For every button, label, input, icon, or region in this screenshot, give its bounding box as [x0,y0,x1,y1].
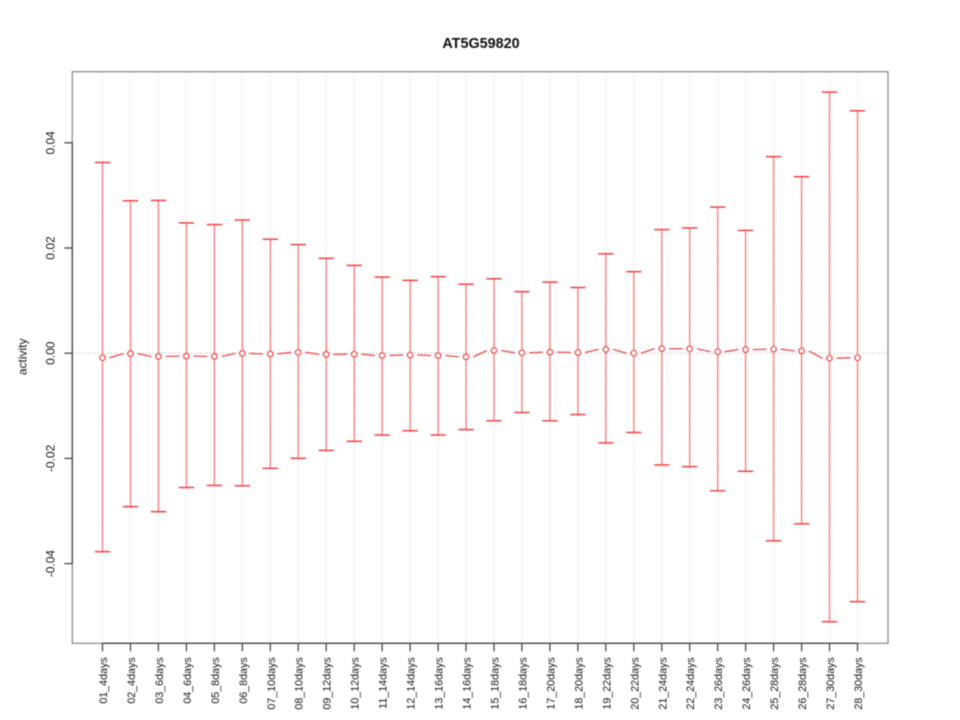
svg-text:28_30days: 28_30days [853,657,865,709]
svg-text:02_4days: 02_4days [126,657,138,703]
svg-text:0.02: 0.02 [44,236,58,260]
svg-text:26_28days: 26_28days [797,657,809,709]
svg-text:AT5G59820: AT5G59820 [442,36,519,52]
svg-text:10_12days: 10_12days [350,657,362,709]
svg-text:12_14days: 12_14days [406,657,418,709]
svg-text:25_28days: 25_28days [769,657,781,709]
svg-text:27_30days: 27_30days [825,657,837,709]
svg-text:08_10days: 08_10days [294,657,306,709]
svg-text:16_18days: 16_18days [517,657,529,709]
svg-text:09_12days: 09_12days [322,657,334,709]
svg-text:18_20days: 18_20days [573,657,585,709]
svg-text:22_24days: 22_24days [685,657,697,709]
svg-text:13_16days: 13_16days [434,657,446,709]
svg-text:07_10days: 07_10days [266,657,278,709]
svg-text:15_18days: 15_18days [490,657,502,709]
svg-text:17_20days: 17_20days [545,657,557,709]
svg-text:03_6days: 03_6days [154,657,166,703]
svg-text:19_22days: 19_22days [601,657,613,709]
svg-text:11_14days: 11_14days [378,657,390,709]
svg-text:05_8days: 05_8days [210,657,222,703]
svg-text:14_16days: 14_16days [462,657,474,709]
svg-text:21_24days: 21_24days [657,657,669,709]
svg-text:-0.04: -0.04 [44,550,58,578]
svg-text:activity: activity [15,338,29,375]
svg-text:24_26days: 24_26days [741,657,753,709]
svg-text:20_22days: 20_22days [629,657,641,709]
svg-text:-0.02: -0.02 [44,444,58,472]
svg-text:04_6days: 04_6days [182,657,194,703]
svg-text:0.00: 0.00 [44,341,58,365]
svg-text:01_4days: 01_4days [98,657,110,703]
svg-text:23_26days: 23_26days [713,657,725,709]
svg-text:06_8days: 06_8days [238,657,250,703]
svg-text:0.04: 0.04 [44,131,58,155]
